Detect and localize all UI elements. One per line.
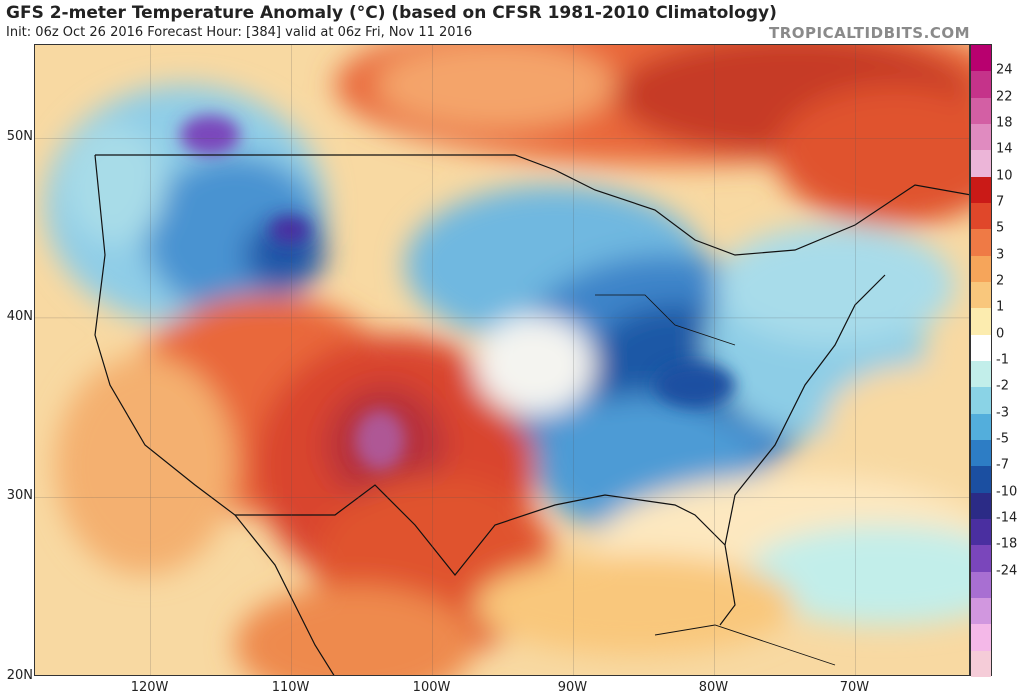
colorbar-label: -2 bbox=[996, 378, 1009, 394]
colorbar-label: -7 bbox=[996, 457, 1009, 473]
colorbar-segment bbox=[971, 624, 991, 652]
longitude-label: 120W bbox=[130, 680, 169, 695]
colorbar-label: 24 bbox=[996, 62, 1013, 78]
colorbar-label: 18 bbox=[996, 115, 1013, 131]
map-title: GFS 2-meter Temperature Anomaly (°C) (ba… bbox=[6, 3, 777, 23]
latitude-label: 50N bbox=[6, 129, 33, 145]
colorbar-segment bbox=[971, 282, 991, 309]
graticule bbox=[35, 45, 969, 675]
colorbar-segment bbox=[971, 413, 991, 441]
pacific-coastline bbox=[94, 154, 335, 675]
cuba-coastline bbox=[654, 624, 836, 666]
atlantic-coastline bbox=[724, 274, 886, 546]
northern-border bbox=[95, 154, 969, 256]
colorbar-label: -5 bbox=[996, 431, 1009, 447]
colorbar-segment bbox=[971, 45, 991, 72]
colorbar-segment bbox=[971, 361, 991, 388]
colorbar-segment bbox=[971, 492, 991, 520]
colorbar-label: 1 bbox=[996, 299, 1005, 315]
colorbar-segment bbox=[971, 150, 991, 178]
longitude-label: 110W bbox=[271, 680, 310, 695]
colorbar-label: 3 bbox=[996, 247, 1005, 263]
colorbar-segment bbox=[971, 71, 991, 99]
colorbar-label: 7 bbox=[996, 194, 1005, 210]
interior-lines bbox=[595, 294, 736, 346]
longitude-label: 90W bbox=[557, 680, 588, 695]
colorbar-segment bbox=[971, 440, 991, 467]
colorbar-label: -14 bbox=[996, 510, 1018, 526]
colorbar bbox=[970, 44, 992, 678]
anomaly-map bbox=[34, 44, 970, 676]
border-lines bbox=[94, 154, 969, 675]
longitude-label: 100W bbox=[412, 680, 451, 695]
colorbar-segment bbox=[971, 124, 991, 151]
colorbar-label: -24 bbox=[996, 563, 1018, 579]
latitude-label: 20N bbox=[6, 668, 33, 683]
colorbar-segment bbox=[971, 97, 991, 125]
colorbar-label: 5 bbox=[996, 220, 1005, 236]
colorbar-segment bbox=[971, 650, 991, 678]
colorbar-label: -1 bbox=[996, 352, 1009, 368]
colorbar-segment bbox=[971, 308, 991, 336]
credit-watermark: TROPICALTIDBITS.COM bbox=[769, 24, 970, 42]
colorbar-segment bbox=[971, 519, 991, 546]
latitude-label: 40N bbox=[6, 308, 33, 324]
anomaly-hotspots bbox=[180, 115, 735, 470]
colorbar-segment bbox=[971, 203, 991, 230]
colorbar-segment bbox=[971, 255, 991, 283]
colorbar-label: 10 bbox=[996, 168, 1013, 184]
colorbar-label: 2 bbox=[996, 273, 1005, 289]
colorbar-segment bbox=[971, 334, 991, 362]
colorbar-segment bbox=[971, 466, 991, 494]
colorbar-segment bbox=[971, 229, 991, 257]
latitude-label: 30N bbox=[6, 488, 33, 504]
longitude-label: 70W bbox=[839, 680, 870, 695]
longitude-label: 80W bbox=[698, 680, 729, 695]
colorbar-segment bbox=[971, 571, 991, 599]
colorbar-label: -18 bbox=[996, 536, 1018, 552]
colorbar-label: 22 bbox=[996, 89, 1013, 105]
colorbar-label: 0 bbox=[996, 326, 1005, 342]
map-subtitle: Init: 06z Oct 26 2016 Forecast Hour: [38… bbox=[6, 25, 473, 40]
colorbar-segment bbox=[971, 598, 991, 625]
colorbar-label: -10 bbox=[996, 484, 1018, 500]
colorbar-label: -3 bbox=[996, 405, 1009, 421]
colorbar-segment bbox=[971, 545, 991, 573]
colorbar-label: 14 bbox=[996, 141, 1013, 157]
anomaly-field bbox=[45, 45, 969, 675]
colorbar-segment bbox=[971, 176, 991, 204]
colorbar-segment bbox=[971, 387, 991, 415]
